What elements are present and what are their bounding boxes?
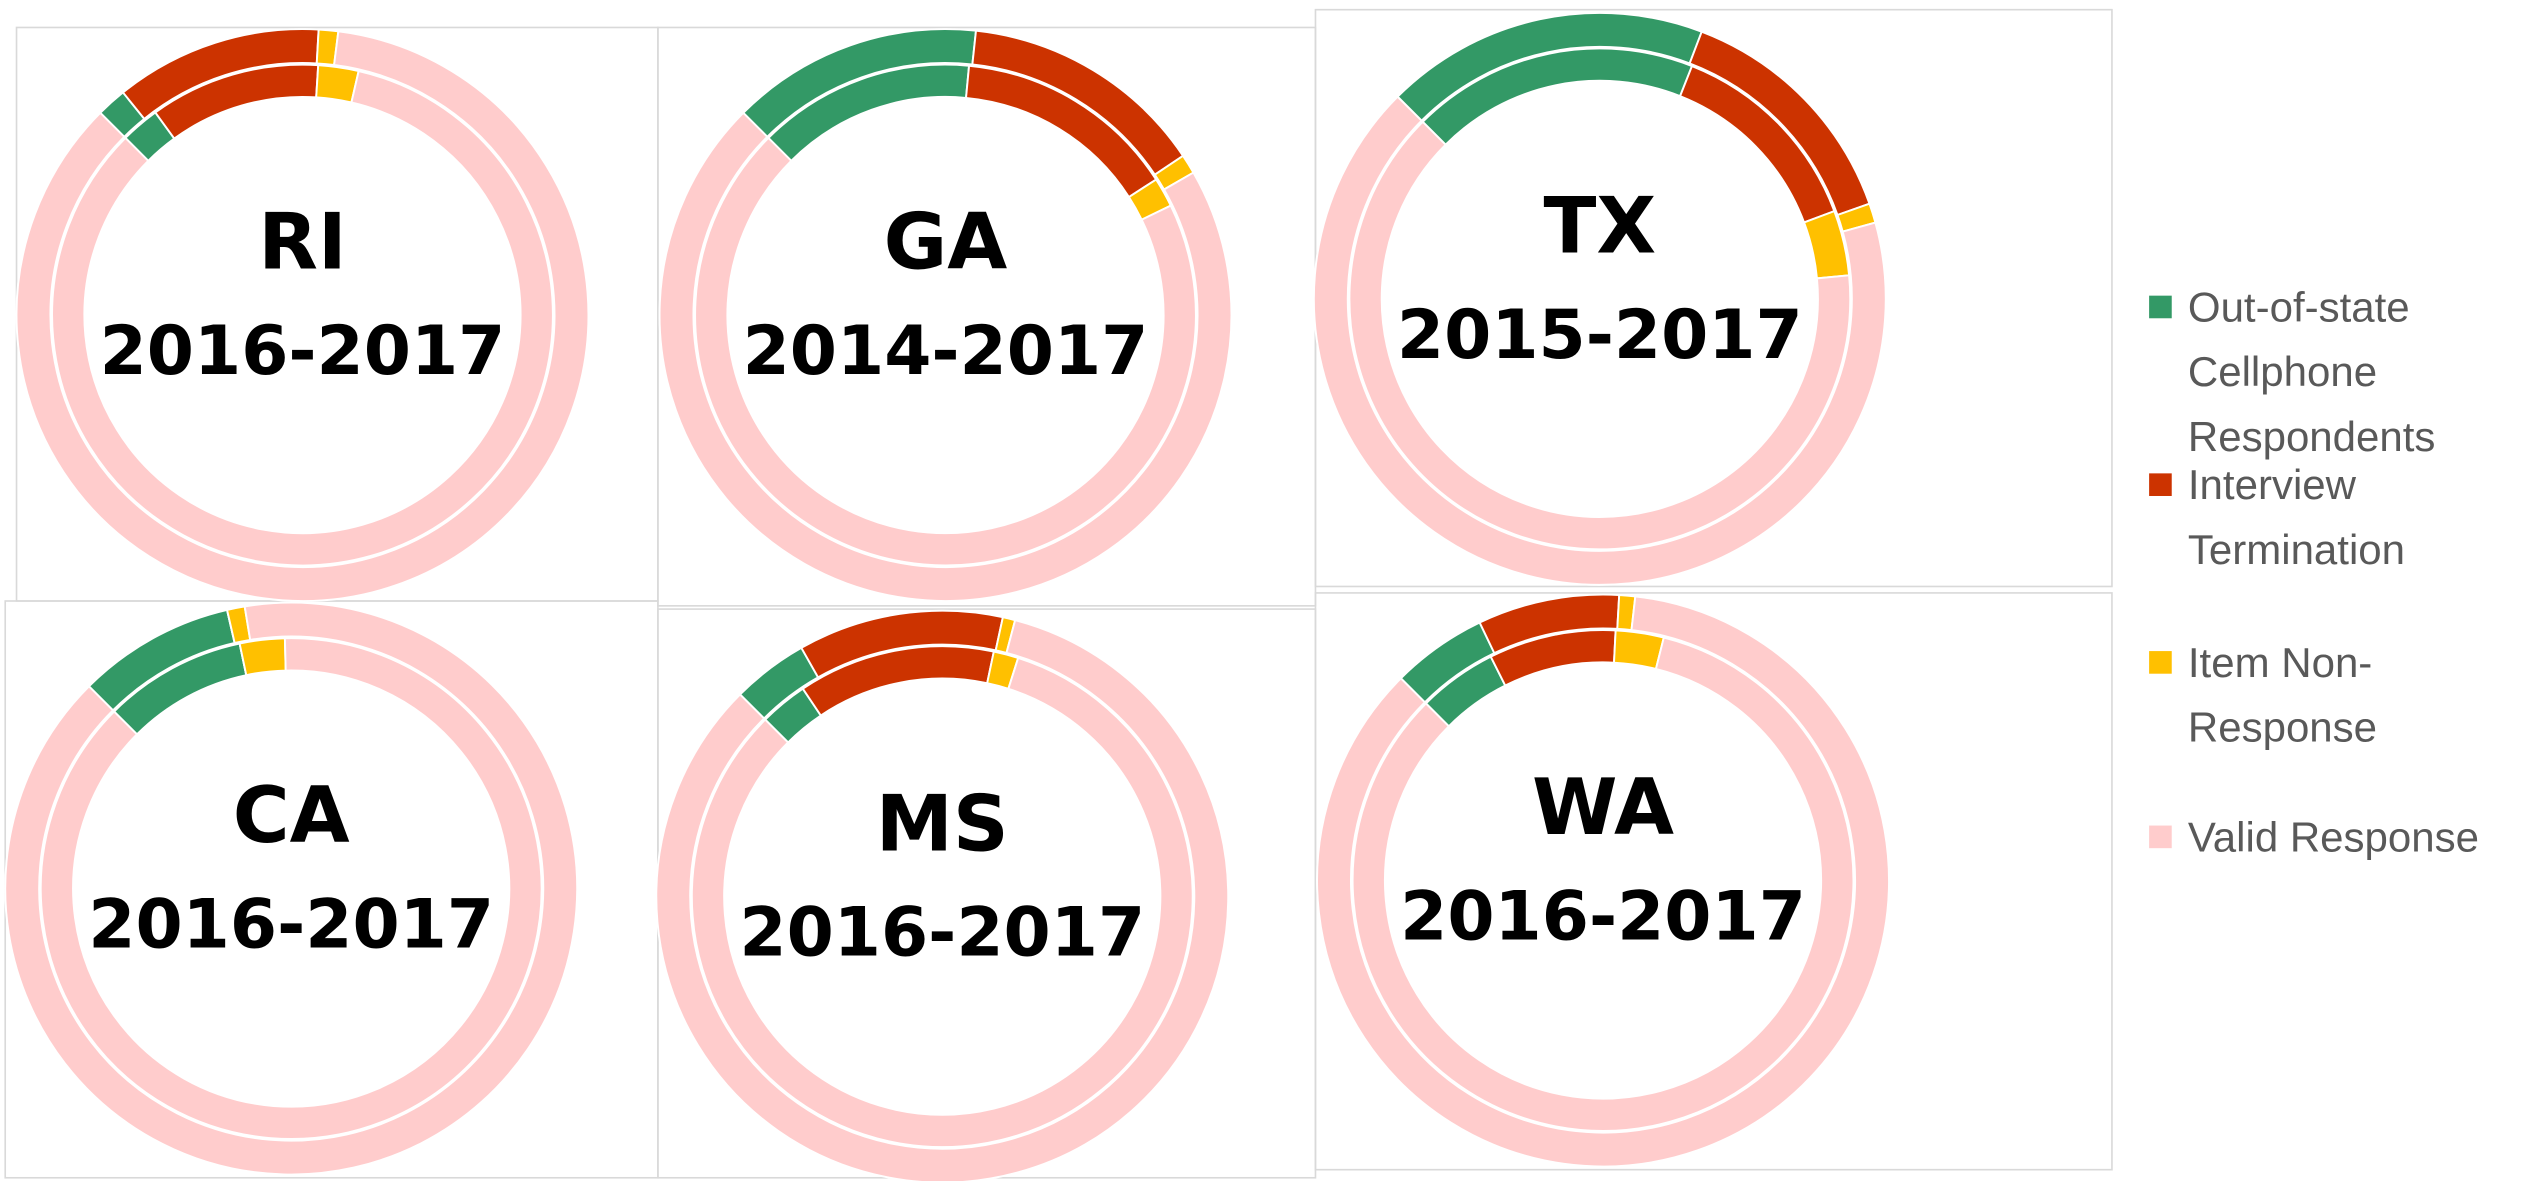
doughnut-segment	[4, 601, 579, 1176]
doughnut-segment	[658, 111, 1233, 602]
legend-label: Out-of-state Cellphone Respondents	[2187, 282, 2436, 461]
chart-title: CA	[233, 771, 350, 861]
doughnut-segment	[39, 637, 543, 1140]
chart-title: MS	[876, 779, 1009, 869]
chart-subtitle: 2016-2017	[739, 894, 1145, 973]
legend-item: Interview Termination	[2187, 460, 2406, 574]
chart-title: TX	[1543, 182, 1656, 272]
legend-label: Valid Response	[2187, 812, 2479, 862]
doughnut-segment	[694, 136, 1197, 567]
chart-subtitle: 2016-2017	[100, 312, 506, 391]
chart-frame	[1314, 592, 2113, 1171]
doughnut-segment	[238, 637, 287, 677]
doughnut-segment	[690, 656, 1194, 1149]
chart-subtitle: 2014-2017	[743, 312, 1149, 391]
doughnut-segment	[51, 69, 554, 567]
legend-label: Interview Termination	[2187, 460, 2406, 574]
chart-subtitle: 2015-2017	[1397, 296, 1803, 375]
chart-title: RI	[258, 198, 347, 288]
doughnut-segment	[1612, 629, 1665, 671]
legend-item: Out-of-state Cellphone Respondents	[2187, 282, 2436, 461]
legend-item: Valid Response	[2187, 812, 2479, 862]
doughnut-segment	[15, 30, 590, 602]
legend-swatch	[2149, 825, 2172, 849]
doughnut-segment	[1316, 595, 1890, 1168]
legend-swatch	[2149, 295, 2172, 319]
chart-subtitle: 2016-2017	[88, 886, 494, 965]
doughnut-segment	[1348, 120, 1852, 551]
doughnut-segment	[1351, 636, 1855, 1132]
legend-swatch	[2149, 651, 2172, 674]
legend-item: Item Non-Response	[2187, 638, 2378, 752]
doughnut-segment	[655, 618, 1230, 1181]
chart-title: GA	[884, 198, 1008, 288]
legend-swatch	[2149, 473, 2172, 496]
legend-label: Item Non-Response	[2187, 638, 2378, 752]
chart-title: WA	[1532, 763, 1674, 853]
chart-subtitle: 2016-2017	[1400, 877, 1806, 956]
doughnut-segment	[1312, 95, 1887, 586]
